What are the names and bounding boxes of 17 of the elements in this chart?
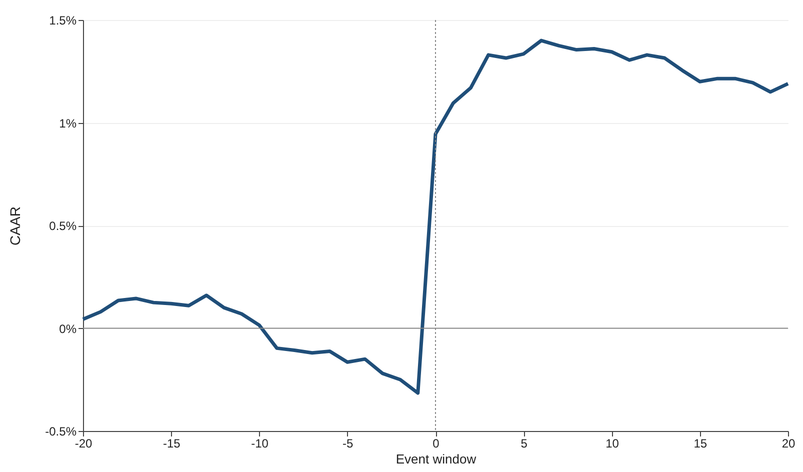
x-axis-title: Event window	[396, 452, 477, 466]
x-tick-label: -15	[162, 436, 181, 450]
y-tick-label: -0.5%	[45, 424, 77, 438]
y-tick-label: 0%	[59, 322, 77, 336]
y-axis-title: CAAR	[7, 206, 24, 246]
line-series	[81, 38, 790, 395]
x-tick-label: 5	[520, 436, 528, 450]
x-tick-label: -5	[342, 436, 354, 450]
x-tick-label: 0	[432, 436, 440, 450]
y-tick-label: 1.5%	[49, 14, 77, 28]
y-tick-label: 0.5%	[49, 219, 77, 233]
x-tick-label: 15	[694, 436, 708, 450]
x-tick-label: 10	[606, 436, 620, 450]
y-tick-label: 1%	[59, 116, 77, 130]
x-tick-label: -10	[251, 436, 269, 450]
x-tick-label: -20	[74, 436, 92, 450]
x-tick-label: 20	[782, 436, 796, 450]
